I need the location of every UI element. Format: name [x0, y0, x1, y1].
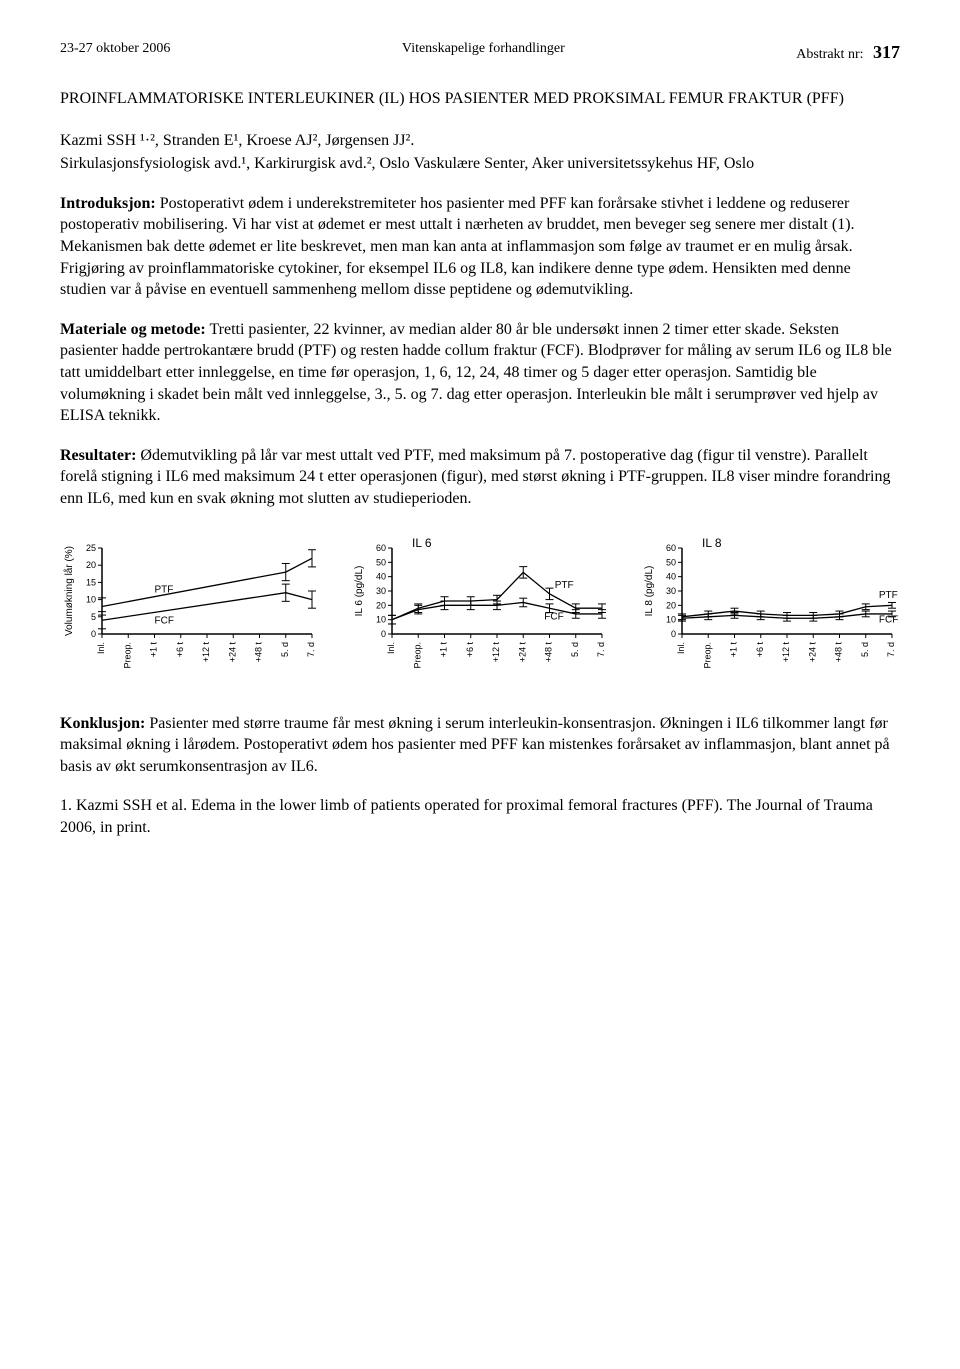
svg-text:FCF: FCF	[155, 615, 174, 626]
material-head: Materiale og metode:	[60, 321, 206, 338]
svg-text:+48 t: +48 t	[834, 641, 844, 662]
svg-text:FCF: FCF	[879, 614, 898, 625]
svg-text:+6 t: +6 t	[465, 641, 475, 657]
intro-para: Introduksjon: Postoperativt ødem i under…	[60, 193, 900, 301]
svg-text:+24 t: +24 t	[227, 641, 237, 662]
svg-text:25: 25	[86, 543, 96, 553]
svg-text:+12 t: +12 t	[781, 641, 791, 662]
results-para: Resultater: Ødemutvikling på lår var mes…	[60, 445, 900, 510]
svg-text:50: 50	[666, 557, 676, 567]
svg-text:15: 15	[86, 577, 96, 587]
svg-text:30: 30	[376, 586, 386, 596]
svg-text:+12 t: +12 t	[491, 641, 501, 662]
svg-text:Preop.: Preop.	[122, 642, 132, 669]
svg-text:+1 t: +1 t	[729, 641, 739, 657]
intro-head: Introduksjon:	[60, 195, 156, 212]
reference: 1. Kazmi SSH et al. Edema in the lower l…	[60, 795, 900, 838]
svg-text:60: 60	[666, 543, 676, 553]
intro-text: Postoperativt ødem i underekstremiteter …	[60, 195, 855, 298]
svg-text:+6 t: +6 t	[175, 641, 185, 657]
chart-il6: 0 10 20 30 40 50 60 Inl. Preop. +1 t +6 t +12 t +24 …	[350, 534, 610, 689]
svg-text:0: 0	[91, 629, 96, 639]
svg-text:10: 10	[666, 614, 676, 624]
svg-text:50: 50	[376, 557, 386, 567]
header-right: Abstrakt nr: 317	[796, 40, 900, 65]
svg-text:Inl.: Inl.	[676, 642, 686, 654]
svg-text:30: 30	[666, 586, 676, 596]
svg-text:+12 t: +12 t	[201, 641, 211, 662]
svg-text:+1 t: +1 t	[439, 641, 449, 657]
svg-text:Inl.: Inl.	[96, 642, 106, 654]
svg-text:7. d: 7. d	[886, 642, 896, 657]
svg-text:FCF: FCF	[544, 611, 563, 622]
svg-text:10: 10	[376, 614, 386, 624]
svg-text:5: 5	[91, 611, 96, 621]
svg-text:+24 t: +24 t	[807, 641, 817, 662]
charts-row: 0 5 10 15 20 25 Inl. Preop. +1 t +6 t +12 t +24 t +4…	[60, 534, 900, 689]
header-left: 23-27 oktober 2006	[60, 40, 170, 65]
svg-text:0: 0	[671, 629, 676, 639]
svg-text:IL 8 (pg/dL): IL 8 (pg/dL)	[644, 565, 655, 616]
svg-text:+48 t: +48 t	[254, 641, 264, 662]
results-head: Resultater:	[60, 447, 136, 464]
svg-text:40: 40	[376, 571, 386, 581]
konklusjon-text: Pasienter med større traume får mest økn…	[60, 715, 890, 775]
svg-text:+1 t: +1 t	[149, 641, 159, 657]
svg-text:Inl.: Inl.	[386, 642, 396, 654]
svg-text:5. d: 5. d	[860, 642, 870, 657]
svg-text:IL 6: IL 6	[412, 536, 432, 550]
svg-text:20: 20	[376, 600, 386, 610]
svg-text:PTF: PTF	[879, 590, 898, 601]
header-center: Vitenskapelige forhandlinger	[402, 40, 565, 65]
svg-text:Preop.: Preop.	[412, 642, 422, 669]
svg-text:PTF: PTF	[155, 584, 174, 595]
svg-text:PTF: PTF	[555, 580, 574, 591]
page-header: 23-27 oktober 2006 Vitenskapelige forhan…	[60, 40, 900, 65]
svg-text:+24 t: +24 t	[517, 641, 527, 662]
chart-volume: 0 5 10 15 20 25 Inl. Preop. +1 t +6 t +12 t +24 t +4…	[60, 534, 320, 689]
svg-text:5. d: 5. d	[570, 642, 580, 657]
svg-text:7. d: 7. d	[306, 642, 316, 657]
svg-text:+6 t: +6 t	[755, 641, 765, 657]
konklusjon-para: Konklusjon: Pasienter med større traume …	[60, 713, 900, 778]
svg-text:0: 0	[381, 629, 386, 639]
svg-text:60: 60	[376, 543, 386, 553]
svg-text:+48 t: +48 t	[544, 641, 554, 662]
affiliation: Sirkulasjonsfysiologisk avd.¹, Karkirurg…	[60, 153, 900, 175]
svg-text:40: 40	[666, 571, 676, 581]
svg-text:Preop.: Preop.	[702, 642, 712, 669]
authors: Kazmi SSH ¹·², Stranden E¹, Kroese AJ², …	[60, 130, 900, 152]
page-title: PROINFLAMMATORISKE INTERLEUKINER (IL) HO…	[60, 89, 900, 110]
svg-text:10: 10	[86, 594, 96, 604]
svg-text:Volumøkning lår (%): Volumøkning lår (%)	[63, 546, 75, 636]
svg-text:5. d: 5. d	[280, 642, 290, 657]
svg-text:IL 6 (pg/dL): IL 6 (pg/dL)	[354, 565, 365, 616]
material-para: Materiale og metode: Tretti pasienter, 2…	[60, 319, 900, 427]
konklusjon-head: Konklusjon:	[60, 715, 145, 732]
chart-il8: 0 10 20 30 40 50 60 Inl. Preop. +1 t +6 t +12 t +24 …	[640, 534, 900, 689]
svg-text:7. d: 7. d	[596, 642, 606, 657]
svg-text:20: 20	[666, 600, 676, 610]
svg-text:IL 8: IL 8	[702, 536, 722, 550]
svg-text:20: 20	[86, 560, 96, 570]
results-text: Ødemutvikling på lår var mest uttalt ved…	[60, 447, 891, 507]
